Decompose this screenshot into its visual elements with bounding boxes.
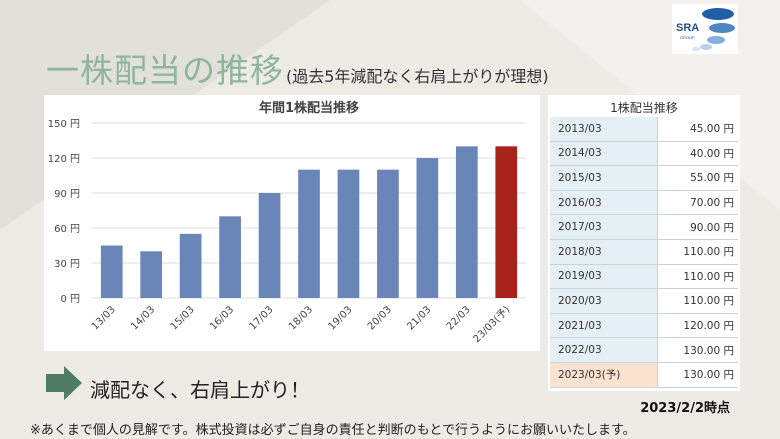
table-value-cell: 120.00 円 [657, 313, 738, 339]
x-tick-label: 22/03 [445, 304, 473, 332]
bar [100, 245, 123, 298]
key-message: 減配なく、右肩上がり！ [90, 378, 310, 402]
arrow-icon [46, 366, 82, 400]
table-year-cell: 2023/03(予) [550, 362, 658, 388]
bar [337, 169, 360, 298]
x-tick-label: 14/03 [129, 304, 157, 332]
disclaimer-footnote: ※あくまで個人の見解です。株式投資は必ずご自身の責任と判断のもとで行うようにお願… [30, 423, 636, 438]
table-row: 2014/03 40.00 円 [550, 141, 738, 167]
table-year-cell: 2022/03 [550, 337, 658, 363]
table-row: 2019/03 110.00 円 [550, 264, 738, 290]
y-tick-label: 90 円 [54, 189, 80, 200]
x-tick-label: 16/03 [208, 304, 236, 332]
bar [416, 158, 439, 298]
table-year-cell: 2020/03 [550, 288, 658, 314]
table-value-cell: 110.00 円 [657, 239, 738, 265]
x-tick-label: 19/03 [326, 304, 354, 332]
x-tick-label: 20/03 [366, 304, 394, 332]
title-text: 一株配当の推移 [46, 51, 284, 90]
table-row: 2015/03 55.00 円 [550, 165, 738, 191]
table-year-cell: 2016/03 [550, 190, 658, 216]
table-value-cell: 110.00 円 [657, 288, 738, 314]
table-row: 2023/03(予) 130.00 円 [550, 362, 738, 388]
table-year-cell: 2021/03 [550, 313, 658, 339]
table-title: 1株配当推移 [610, 101, 678, 115]
x-tick-label: 17/03 [248, 304, 276, 332]
x-tick-label: 21/03 [405, 304, 433, 332]
y-tick-label: 0 円 [60, 294, 80, 305]
x-tick-label: 15/03 [169, 304, 197, 332]
table-value-cell: 130.00 円 [657, 337, 738, 363]
logo-subtext: GROUP [680, 35, 695, 40]
table-row: 2018/03 110.00 円 [550, 239, 738, 265]
as-of-date: 2023/2/2時点 [640, 401, 730, 416]
slide-title: 一株配当の推移 (過去5年減配なく右肩上がりが理想) [46, 44, 549, 92]
logo-text: SRA [676, 22, 699, 34]
dividend-chart: 年間1株配当推移 0 円 30 円 60 円 90 円 120 円 150 円 13/03 14… [44, 95, 540, 351]
table-year-cell: 2014/03 [550, 141, 658, 167]
table-year-cell: 2013/03 [550, 117, 658, 142]
table-row: 2013/03 45.00 円 [550, 117, 738, 142]
dividend-table: 2013/03 45.00 円 2014/03 40.00 円 2015/03 55.00… [550, 117, 738, 388]
bar [298, 169, 320, 298]
table-row: 2017/03 90.00 円 [550, 214, 738, 240]
bar [140, 251, 163, 298]
bar [495, 146, 518, 298]
table-value-cell: 110.00 円 [657, 264, 738, 290]
bar [219, 216, 241, 298]
title-subtitle: (過去5年減配なく右肩上がりが理想) [286, 67, 549, 86]
company-logo: SRA GROUP [672, 4, 738, 54]
y-tick-label: 30 円 [54, 259, 80, 270]
table-value-cell: 45.00 円 [657, 117, 738, 142]
table-value-cell: 90.00 円 [657, 214, 738, 240]
table-year-cell: 2017/03 [550, 214, 658, 240]
table-value-cell: 55.00 円 [657, 165, 738, 191]
y-tick-label: 60 円 [54, 224, 80, 235]
x-tick-label: 23/03(予) [471, 304, 513, 346]
table-year-cell: 2015/03 [550, 165, 658, 191]
table-row: 2022/03 130.00 円 [550, 337, 738, 363]
bar [258, 193, 281, 298]
dividend-table-panel: 1株配当推移 2013/03 45.00 円 2014/03 40.00 円 2015/… [548, 95, 740, 391]
table-year-cell: 2018/03 [550, 239, 658, 265]
bar [455, 146, 478, 298]
y-tick-label: 120 円 [48, 154, 80, 165]
bar [179, 233, 202, 298]
table-value-cell: 70.00 円 [657, 190, 738, 216]
table-value-cell: 40.00 円 [657, 141, 738, 167]
x-tick-label: 18/03 [287, 304, 315, 332]
table-value-cell: 130.00 円 [657, 362, 738, 388]
table-row: 2020/03 110.00 円 [550, 288, 738, 314]
chart-svg: 年間1株配当推移 0 円 30 円 60 円 90 円 120 円 150 円 13/03 14… [48, 100, 526, 346]
table-row: 2016/03 70.00 円 [550, 190, 738, 216]
x-tick-label: 13/03 [90, 304, 118, 332]
bar [377, 169, 399, 298]
chart-title: 年間1株配当推移 [259, 100, 359, 116]
table-row: 2021/03 120.00 円 [550, 313, 738, 339]
y-tick-label: 150 円 [48, 119, 80, 130]
table-year-cell: 2019/03 [550, 264, 658, 290]
